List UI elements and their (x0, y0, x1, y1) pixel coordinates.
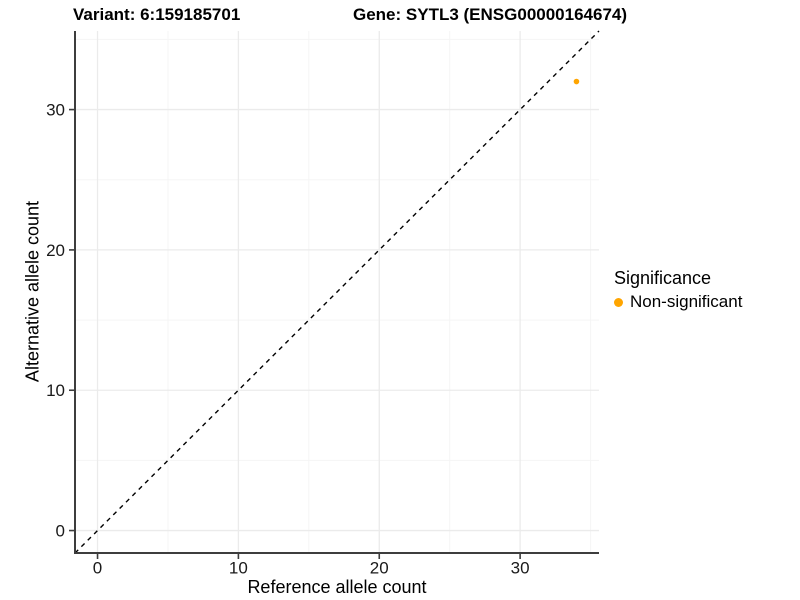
y-tick-label: 0 (56, 522, 65, 541)
plot-title-gene: Gene: SYTL3 (ENSG00000164674) (353, 5, 628, 24)
x-tick-label: 0 (93, 559, 102, 578)
x-tick-label: 10 (229, 559, 248, 578)
x-tick-label: 30 (511, 559, 530, 578)
legend-point-icon (614, 297, 623, 307)
x-tick-label: 20 (370, 559, 389, 578)
legend-item-label: Non-significant (630, 292, 743, 311)
y-tick-label: 20 (46, 241, 65, 260)
y-tick-label: 10 (46, 381, 65, 400)
plot-title-variant: Variant: 6:159185701 (73, 5, 241, 24)
y-axis-title: Alternative allele count (22, 200, 43, 383)
data-point (573, 78, 580, 85)
x-axis-title: Reference allele count (247, 577, 427, 597)
y-tick-label: 30 (46, 101, 65, 120)
identity-reference-line (74, 30, 600, 554)
legend: Significance Non-significant (614, 268, 742, 312)
legend-title: Significance (614, 268, 712, 288)
legend-item: Non-significant (614, 292, 742, 312)
